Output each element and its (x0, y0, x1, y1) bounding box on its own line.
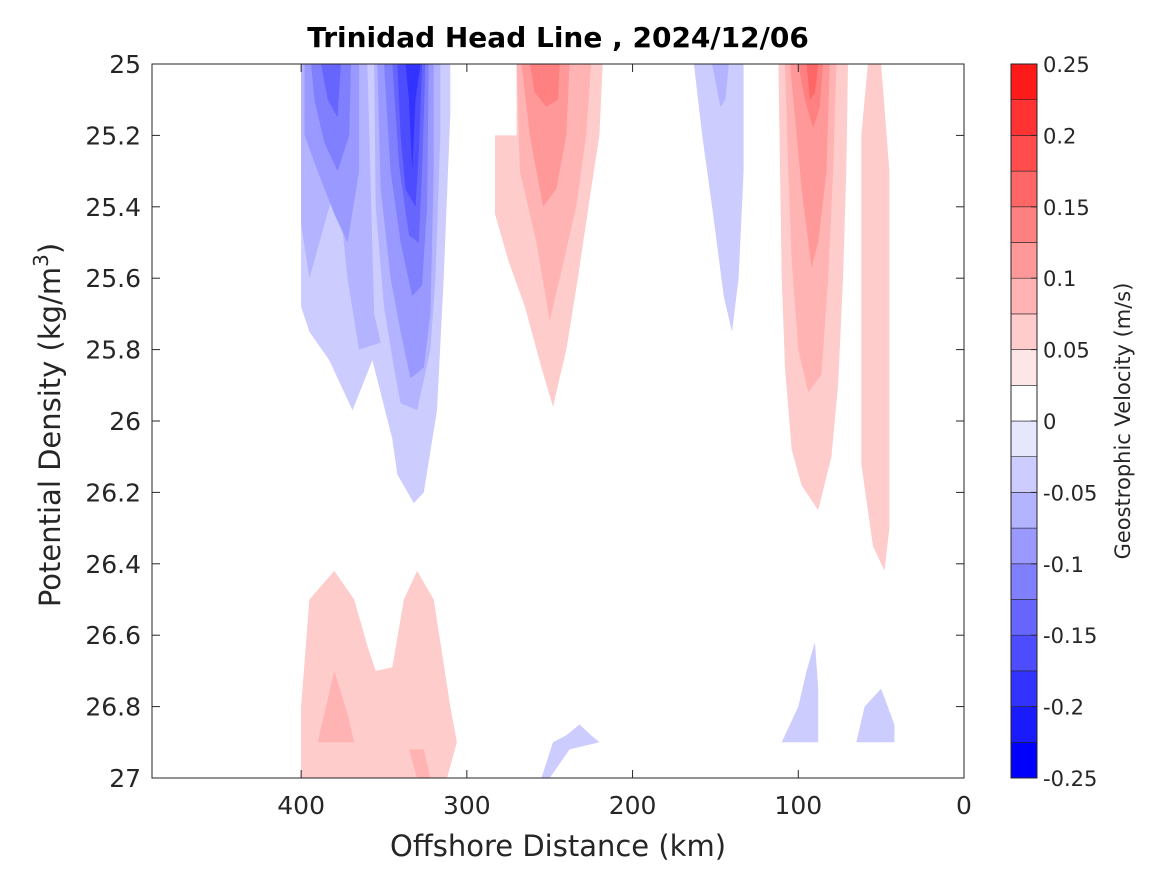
colorbar-cell (1010, 384, 1038, 422)
x-tick-label: 100 (774, 791, 822, 820)
y-tick-label: 26.6 (85, 621, 141, 650)
y-tick-label: 25.8 (85, 336, 141, 365)
chart-title: Trinidad Head Line , 2024/12/06 (307, 21, 809, 54)
y-axis-title-sup: 3 (29, 254, 53, 267)
x-axis-title: Offshore Distance (km) (390, 829, 726, 863)
x-tick-label: 0 (956, 791, 972, 820)
y-axis-title-end: ) (33, 243, 67, 254)
colorbar-title: Geostrophic Velocity (m/s) (1111, 283, 1135, 560)
contour-region-deep-negative-inshore-2 (856, 688, 895, 743)
colorbar-cell (1010, 741, 1038, 779)
x-tick-label: 200 (609, 791, 657, 820)
colorbar-tick-label: 0 (1043, 410, 1056, 434)
y-tick-label: 26.2 (85, 478, 141, 507)
colorbar-tick-labels: 0.25 0.2 0.15 0.1 0.05 0 -0.05 -0.1 -0.15 -0.2 -0.… (1043, 53, 1097, 791)
contour-region-offshore-negative-west-lobe-4 (321, 64, 341, 118)
colorbar-tick-label: -0.2 (1043, 696, 1084, 720)
contour-region-deep-negative-mid (541, 724, 600, 778)
contour-region-inshore-positive-inner-4 (806, 64, 819, 100)
x-tick-labels: 400 300 200 100 0 (277, 791, 972, 820)
y-tick-label: 25.6 (85, 264, 141, 293)
colorbar-cell (1010, 313, 1038, 350)
y-tick-label: 25.4 (85, 193, 141, 222)
colorbar-cell (1010, 277, 1038, 315)
colorbar-cell (1010, 706, 1038, 743)
colorbar-cell (1010, 599, 1038, 636)
colorbar-frame (1010, 63, 1038, 779)
contour-region-deep-positive-west-core (317, 670, 355, 743)
y-tick-labels: 25 25.2 25.4 25.6 25.8 26 26.2 26.4 26.6 26.8 27 (85, 50, 141, 793)
plot-frame (151, 63, 965, 779)
y-tick-label: 26.4 (85, 550, 141, 579)
colorbar-cell (1010, 99, 1038, 136)
colorbar-tick-label: -0.25 (1043, 767, 1097, 791)
colorbar-cell (1010, 634, 1038, 672)
colorbar-cell (1010, 349, 1038, 386)
colorbar-cell (1010, 492, 1038, 529)
contour-region-inshore-positive-inner-2 (790, 64, 830, 268)
contour-region-mid-negative-outer (693, 64, 744, 332)
contour-region-offshore-negative-west-lobe-3 (311, 64, 351, 172)
y-tick-label: 27 (109, 764, 141, 793)
y-tick-label: 26 (109, 407, 141, 436)
contour-region-offshore-negative-jet-5 (397, 64, 423, 207)
colorbar-cell (1010, 456, 1038, 493)
contour-region-deep-negative-inshore-1 (781, 642, 819, 743)
y-axis-title: Potential Density (kg/m3) (29, 243, 67, 607)
colorbar-cells (1010, 63, 1038, 779)
y-tick-label: 25.2 (85, 121, 141, 150)
colorbar (1010, 63, 1038, 779)
x-tick-label: 400 (277, 791, 325, 820)
colorbar-tick-label: 0.15 (1043, 196, 1090, 220)
contour-region-mid-positive-inner-3 (529, 64, 560, 107)
y-axis-title-main: Potential Density (kg/m (33, 267, 67, 607)
colorbar-tick-label: 0.2 (1043, 124, 1076, 148)
y-tick-label: 25 (109, 50, 141, 79)
contour-region-mid-negative-inner (712, 64, 729, 107)
contour-regions (301, 64, 895, 778)
colorbar-tick-label: 0.1 (1043, 267, 1076, 291)
y-tick-label: 26.8 (85, 693, 141, 722)
contour-region-coastal-positive (861, 64, 890, 571)
colorbar-cell (1010, 527, 1038, 565)
colorbar-cell (1010, 170, 1038, 208)
contour-region-offshore-negative-jet-6 (405, 64, 421, 172)
colorbar-tick-label: -0.05 (1043, 481, 1097, 505)
colorbar-tick-label: -0.15 (1043, 624, 1097, 648)
colorbar-cell (1010, 563, 1038, 600)
colorbar-cell (1010, 135, 1038, 172)
colorbar-cell (1010, 206, 1038, 243)
contour-region-deep-positive-core-2 (408, 749, 431, 778)
plot-area (151, 63, 965, 779)
colorbar-tick-label: 0.05 (1043, 339, 1090, 363)
colorbar-cell (1010, 63, 1038, 101)
colorbar-tick-label: -0.1 (1043, 553, 1084, 577)
colorbar-cell (1010, 420, 1038, 458)
colorbar-tick-label: 0.25 (1043, 53, 1090, 77)
colorbar-cell (1010, 670, 1038, 707)
x-tick-label: 300 (443, 791, 491, 820)
colorbar-cell (1010, 242, 1038, 279)
